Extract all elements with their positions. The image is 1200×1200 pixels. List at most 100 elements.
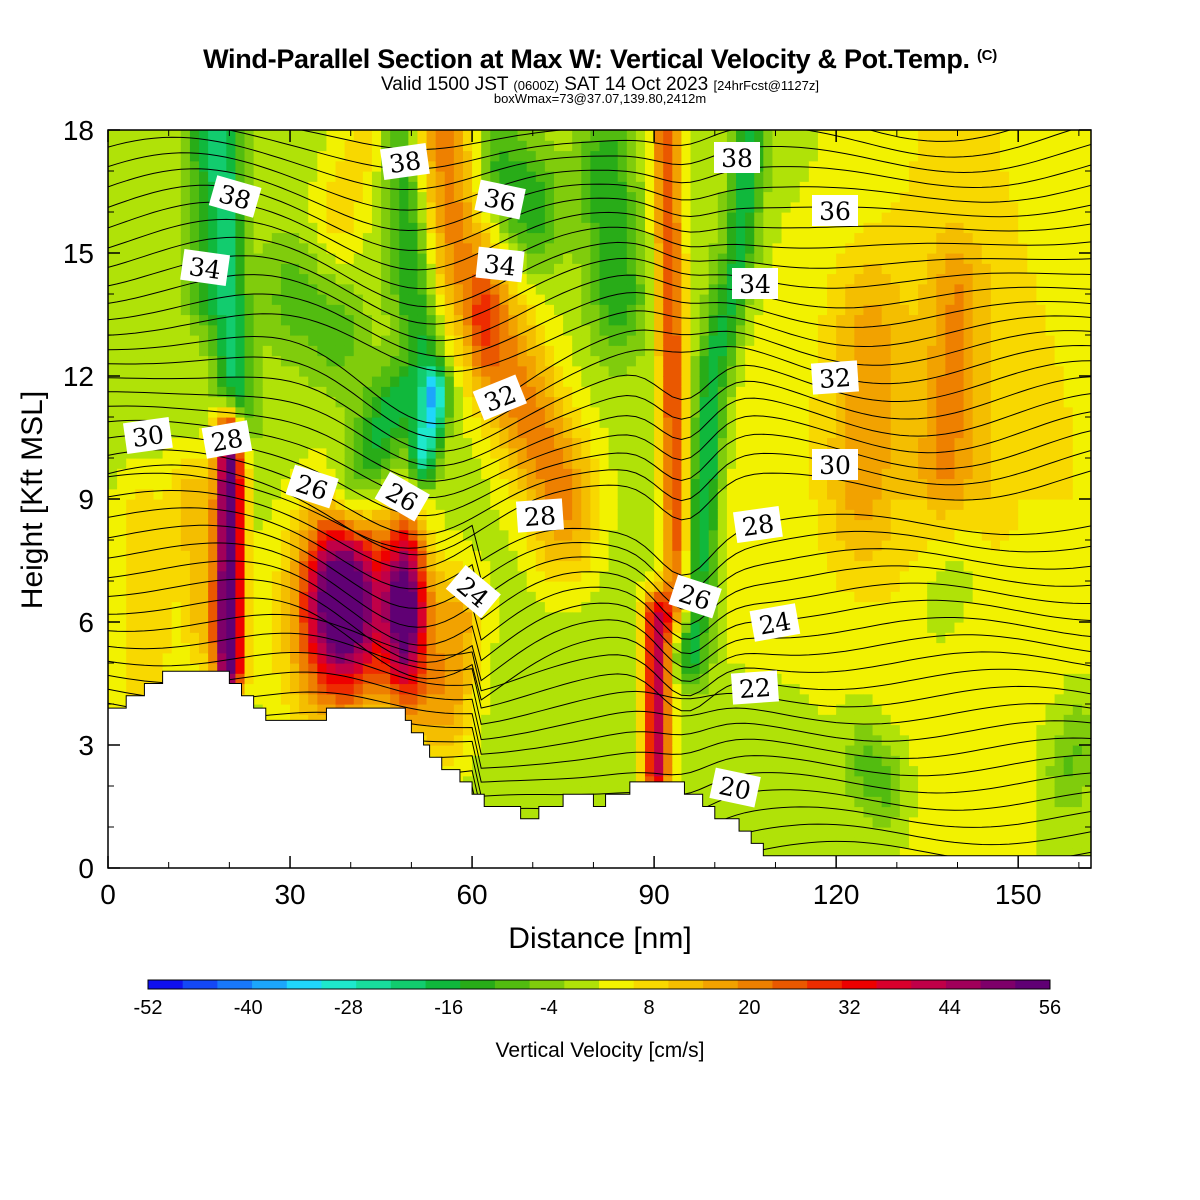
velocity-cell [635, 181, 646, 193]
velocity-cell [608, 499, 619, 510]
velocity-cell [645, 704, 655, 715]
velocity-cell [144, 191, 155, 203]
velocity-cell [462, 663, 473, 674]
velocity-cell [235, 488, 246, 500]
velocity-cell [153, 611, 164, 623]
velocity-cell [453, 458, 464, 469]
velocity-cell [362, 365, 373, 377]
velocity-cell [626, 509, 637, 521]
velocity-cell [117, 263, 127, 275]
velocity-cell [681, 273, 692, 285]
velocity-cell [726, 714, 737, 726]
velocity-cell [417, 704, 428, 715]
velocity-cell [599, 714, 610, 726]
velocity-cell [553, 632, 564, 644]
velocity-cell [517, 765, 528, 777]
velocity-cell [626, 632, 637, 644]
velocity-cell [517, 324, 528, 336]
velocity-cell [362, 693, 373, 705]
velocity-cell [171, 304, 182, 316]
velocity-cell [681, 222, 692, 234]
velocity-cell [353, 673, 364, 685]
velocity-cell [526, 683, 537, 695]
velocity-cell [617, 201, 628, 213]
velocity-cell [326, 540, 337, 551]
velocity-cell [553, 314, 564, 326]
velocity-cell [280, 519, 291, 531]
velocity-cell [535, 437, 546, 449]
velocity-cell [626, 724, 637, 736]
velocity-cell [544, 581, 555, 592]
velocity-cell [308, 386, 318, 398]
velocity-cell [544, 622, 555, 633]
velocity-cell [408, 632, 419, 644]
velocity-cell [126, 468, 136, 480]
velocity-cell [417, 406, 428, 418]
velocity-cell [171, 160, 182, 172]
velocity-cell [617, 642, 628, 654]
velocity-cell [726, 745, 737, 756]
velocity-cell [444, 212, 455, 223]
velocity-cell [608, 529, 619, 541]
velocity-cell [426, 212, 437, 223]
velocity-cell [663, 406, 673, 418]
velocity-cell [654, 714, 664, 726]
velocity-cell [308, 591, 318, 603]
velocity-cell [581, 140, 591, 152]
velocity-cell [299, 406, 309, 418]
velocity-cell [717, 345, 728, 357]
velocity-cell [726, 273, 737, 285]
velocity-cell [626, 222, 637, 234]
velocity-cell [217, 396, 227, 408]
velocity-cell [481, 427, 491, 439]
velocity-cell [344, 304, 355, 316]
velocity-cell [317, 406, 328, 418]
velocity-cell [690, 540, 701, 551]
velocity-cell [526, 622, 537, 633]
velocity-cell [508, 704, 519, 715]
velocity-cell [672, 540, 683, 551]
velocity-cell [390, 396, 400, 408]
velocity-cell [717, 406, 728, 418]
velocity-cell [681, 765, 692, 777]
velocity-cell [189, 396, 200, 408]
velocity-cell [672, 417, 683, 428]
velocity-cell [290, 663, 300, 674]
velocity-cell [290, 232, 300, 244]
velocity-cell [399, 376, 409, 387]
velocity-cell [435, 201, 446, 213]
velocity-cell [645, 140, 655, 152]
velocity-cell [317, 181, 328, 193]
velocity-cell [553, 355, 564, 367]
velocity-cell [408, 283, 419, 295]
velocity-cell [280, 324, 291, 336]
velocity-cell [344, 335, 355, 346]
velocity-cell [226, 601, 237, 613]
velocity-cell [408, 570, 419, 582]
velocity-cell [672, 468, 683, 480]
velocity-cell [135, 406, 146, 418]
velocity-cell [654, 724, 664, 736]
velocity-cell [344, 314, 355, 326]
velocity-cell [581, 417, 591, 428]
velocity-cell [371, 468, 382, 480]
velocity-cell [299, 386, 309, 398]
velocity-cell [563, 396, 573, 408]
velocity-cell [481, 335, 491, 346]
velocity-cell [499, 417, 510, 428]
velocity-cell [717, 335, 728, 346]
velocity-cell [663, 693, 673, 705]
velocity-cell [426, 242, 437, 254]
velocity-cell [308, 560, 318, 572]
velocity-cell [672, 427, 683, 439]
velocity-cell [490, 365, 500, 377]
velocity-cell [499, 540, 510, 551]
velocity-cell [235, 581, 246, 592]
velocity-cell [599, 345, 610, 357]
velocity-cell [654, 550, 664, 562]
velocity-cell [663, 611, 673, 623]
velocity-cell [371, 345, 382, 357]
velocity-cell [672, 232, 683, 244]
velocity-cell [335, 355, 346, 367]
velocity-cell [253, 181, 264, 193]
